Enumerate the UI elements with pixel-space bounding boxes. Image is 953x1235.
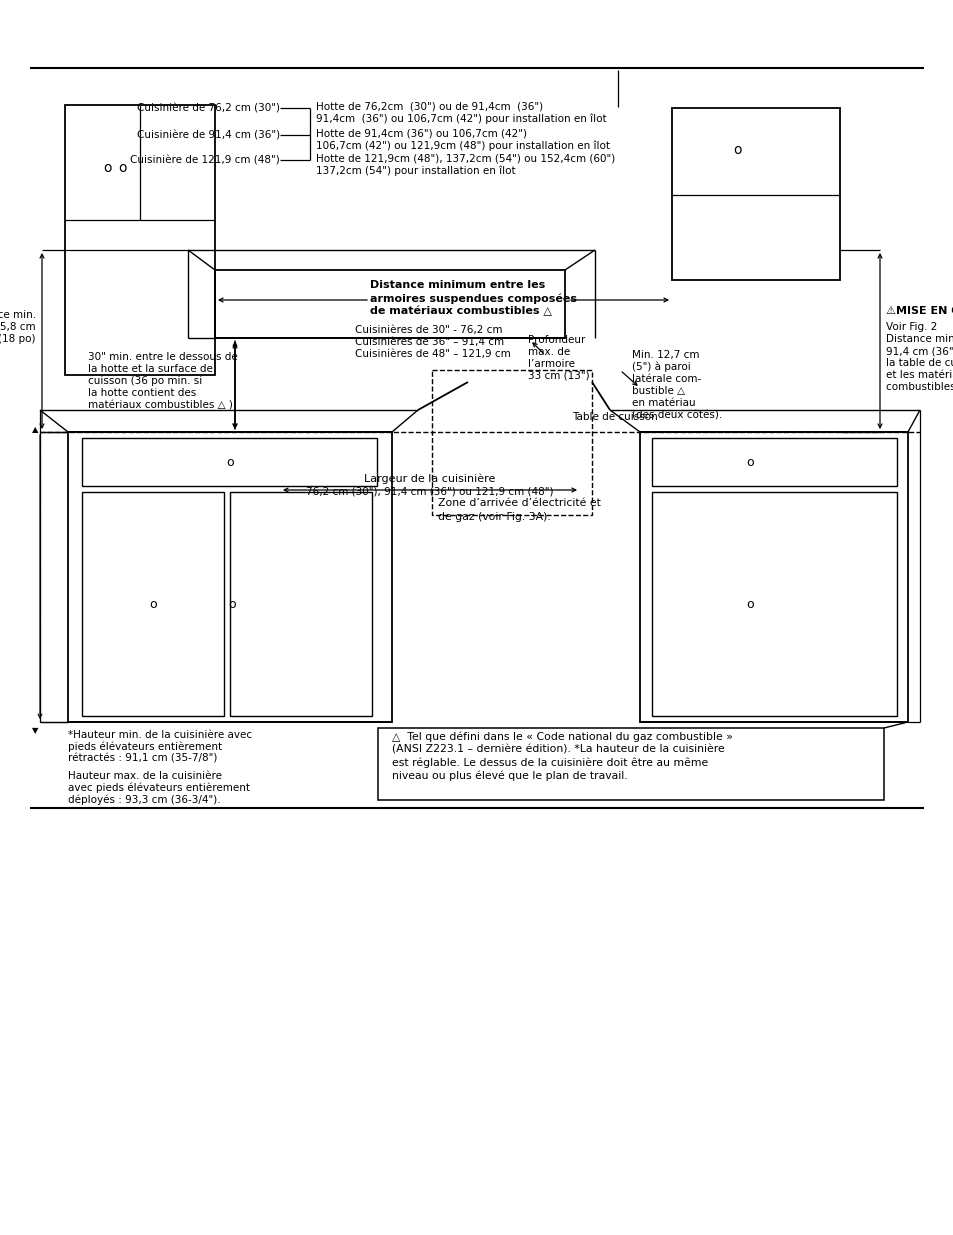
- Bar: [651, 438, 896, 487]
- Text: o: o: [745, 598, 753, 610]
- Bar: [377, 727, 883, 800]
- Text: Cuisinières de 36" – 91,4 cm: Cuisinières de 36" – 91,4 cm: [355, 337, 503, 347]
- Text: max. de: max. de: [527, 347, 570, 357]
- Text: Distance min.: Distance min.: [0, 310, 36, 320]
- Text: armoires suspendues composées: armoires suspendues composées: [370, 293, 577, 304]
- Text: Hotte de 91,4cm (36") ou 106,7cm (42"): Hotte de 91,4cm (36") ou 106,7cm (42"): [315, 128, 526, 138]
- Text: Voir Fig. 2: Voir Fig. 2: [885, 322, 937, 332]
- Bar: [432, 370, 592, 515]
- Text: 106,7cm (42") ou 121,9cm (48") pour installation en îlot: 106,7cm (42") ou 121,9cm (48") pour inst…: [315, 140, 609, 151]
- Text: rétractés : 91,1 cm (35-7/8"): rétractés : 91,1 cm (35-7/8"): [68, 755, 217, 764]
- Text: (5") à paroi: (5") à paroi: [631, 362, 690, 373]
- Text: (des deux côtés).: (des deux côtés).: [631, 410, 721, 420]
- Text: (18 po): (18 po): [0, 333, 36, 345]
- Text: Zone d’arrivée d’électricité et: Zone d’arrivée d’électricité et: [437, 498, 600, 508]
- Bar: [82, 492, 224, 716]
- Text: Largeur de la cuisinière: Largeur de la cuisinière: [364, 473, 496, 483]
- Text: la table de cuisson: la table de cuisson: [885, 358, 953, 368]
- Text: latérale com-: latérale com-: [631, 374, 700, 384]
- Text: 30" min. entre le dessous de: 30" min. entre le dessous de: [88, 352, 237, 362]
- Text: cuisson (36 po min. si: cuisson (36 po min. si: [88, 375, 202, 387]
- Text: (ANSI Z223.1 – dernière édition). *La hauteur de la cuisinière: (ANSI Z223.1 – dernière édition). *La ha…: [392, 745, 724, 755]
- Text: o: o: [118, 161, 127, 175]
- Bar: [651, 492, 896, 716]
- Text: Table de cuisson: Table de cuisson: [572, 412, 657, 422]
- Text: bustible △: bustible △: [631, 387, 684, 396]
- Text: la hotte contient des: la hotte contient des: [88, 388, 196, 398]
- Bar: [82, 438, 376, 487]
- Text: avec pieds élévateurs entièrement: avec pieds élévateurs entièrement: [68, 783, 250, 794]
- Text: 137,2cm (54") pour installation en îlot: 137,2cm (54") pour installation en îlot: [315, 165, 515, 175]
- Text: Hauteur max. de la cuisinière: Hauteur max. de la cuisinière: [68, 771, 222, 781]
- Text: Cuisinières de 48" – 121,9 cm: Cuisinières de 48" – 121,9 cm: [355, 350, 510, 359]
- Text: Hotte de 76,2cm  (30") ou de 91,4cm  (36"): Hotte de 76,2cm (30") ou de 91,4cm (36"): [315, 101, 542, 111]
- Text: de gaz (voir Fig. 3A).: de gaz (voir Fig. 3A).: [437, 513, 550, 522]
- Text: 33 cm (13"): 33 cm (13"): [527, 370, 589, 382]
- Bar: [65, 105, 214, 375]
- Text: en matériau: en matériau: [631, 398, 695, 408]
- Text: Profondeur: Profondeur: [527, 335, 585, 345]
- Bar: [639, 432, 907, 722]
- Text: ▲: ▲: [31, 425, 38, 433]
- Text: △  Tel que défini dans le « Code national du gaz combustible »: △ Tel que défini dans le « Code national…: [392, 732, 732, 742]
- Text: ▼: ▼: [31, 726, 38, 735]
- Text: Cuisinières de 30" - 76,2 cm: Cuisinières de 30" - 76,2 cm: [355, 325, 502, 335]
- Text: est réglable. Le dessus de la cuisinière doit être au même: est réglable. Le dessus de la cuisinière…: [392, 758, 707, 768]
- Text: Cuisinière de 121,9 cm (48"): Cuisinière de 121,9 cm (48"): [131, 156, 280, 165]
- Text: Cuisinière de 76,2 cm (30"): Cuisinière de 76,2 cm (30"): [137, 103, 280, 112]
- Text: de 45,8 cm: de 45,8 cm: [0, 322, 36, 332]
- Text: 91,4 cm (36") entre: 91,4 cm (36") entre: [885, 346, 953, 356]
- Text: combustibles △.: combustibles △.: [885, 382, 953, 391]
- Text: o: o: [149, 598, 156, 610]
- Text: Min. 12,7 cm: Min. 12,7 cm: [631, 350, 699, 359]
- Text: o: o: [228, 598, 235, 610]
- Text: Distance min. de: Distance min. de: [885, 333, 953, 345]
- Bar: [214, 270, 564, 338]
- Text: niveau ou plus élevé que le plan de travail.: niveau ou plus élevé que le plan de trav…: [392, 771, 627, 782]
- Text: ⚠MISE EN GARDE: ⚠MISE EN GARDE: [885, 306, 953, 316]
- Text: Distance minimum entre les: Distance minimum entre les: [370, 280, 545, 290]
- Text: 76,2 cm (30"), 91,4 cm (36") ou 121,9 cm (48"): 76,2 cm (30"), 91,4 cm (36") ou 121,9 cm…: [306, 487, 553, 496]
- Text: la hotte et la surface de: la hotte et la surface de: [88, 364, 213, 374]
- Text: o: o: [226, 456, 233, 468]
- Text: Hotte de 121,9cm (48"), 137,2cm (54") ou 152,4cm (60"): Hotte de 121,9cm (48"), 137,2cm (54") ou…: [315, 153, 615, 163]
- Text: o: o: [104, 161, 112, 175]
- Text: Cuisinière de 91,4 cm (36"): Cuisinière de 91,4 cm (36"): [136, 130, 280, 140]
- Text: matériaux combustibles △ ).: matériaux combustibles △ ).: [88, 400, 236, 410]
- Bar: [230, 492, 372, 716]
- Text: o: o: [745, 456, 753, 468]
- Text: 91,4cm  (36") ou 106,7cm (42") pour installation en îlot: 91,4cm (36") ou 106,7cm (42") pour insta…: [315, 112, 606, 124]
- Text: de matériaux combustibles △: de matériaux combustibles △: [370, 306, 551, 316]
- Text: l’armoire: l’armoire: [527, 359, 575, 369]
- Bar: [671, 107, 840, 280]
- Text: o: o: [733, 143, 741, 157]
- Text: et les matériaux: et les matériaux: [885, 370, 953, 380]
- Text: déployés : 93,3 cm (36-3/4").: déployés : 93,3 cm (36-3/4").: [68, 795, 220, 805]
- Bar: [68, 432, 392, 722]
- Text: *Hauteur min. de la cuisinière avec: *Hauteur min. de la cuisinière avec: [68, 730, 252, 740]
- Text: pieds élévateurs entièrement: pieds élévateurs entièrement: [68, 742, 222, 752]
